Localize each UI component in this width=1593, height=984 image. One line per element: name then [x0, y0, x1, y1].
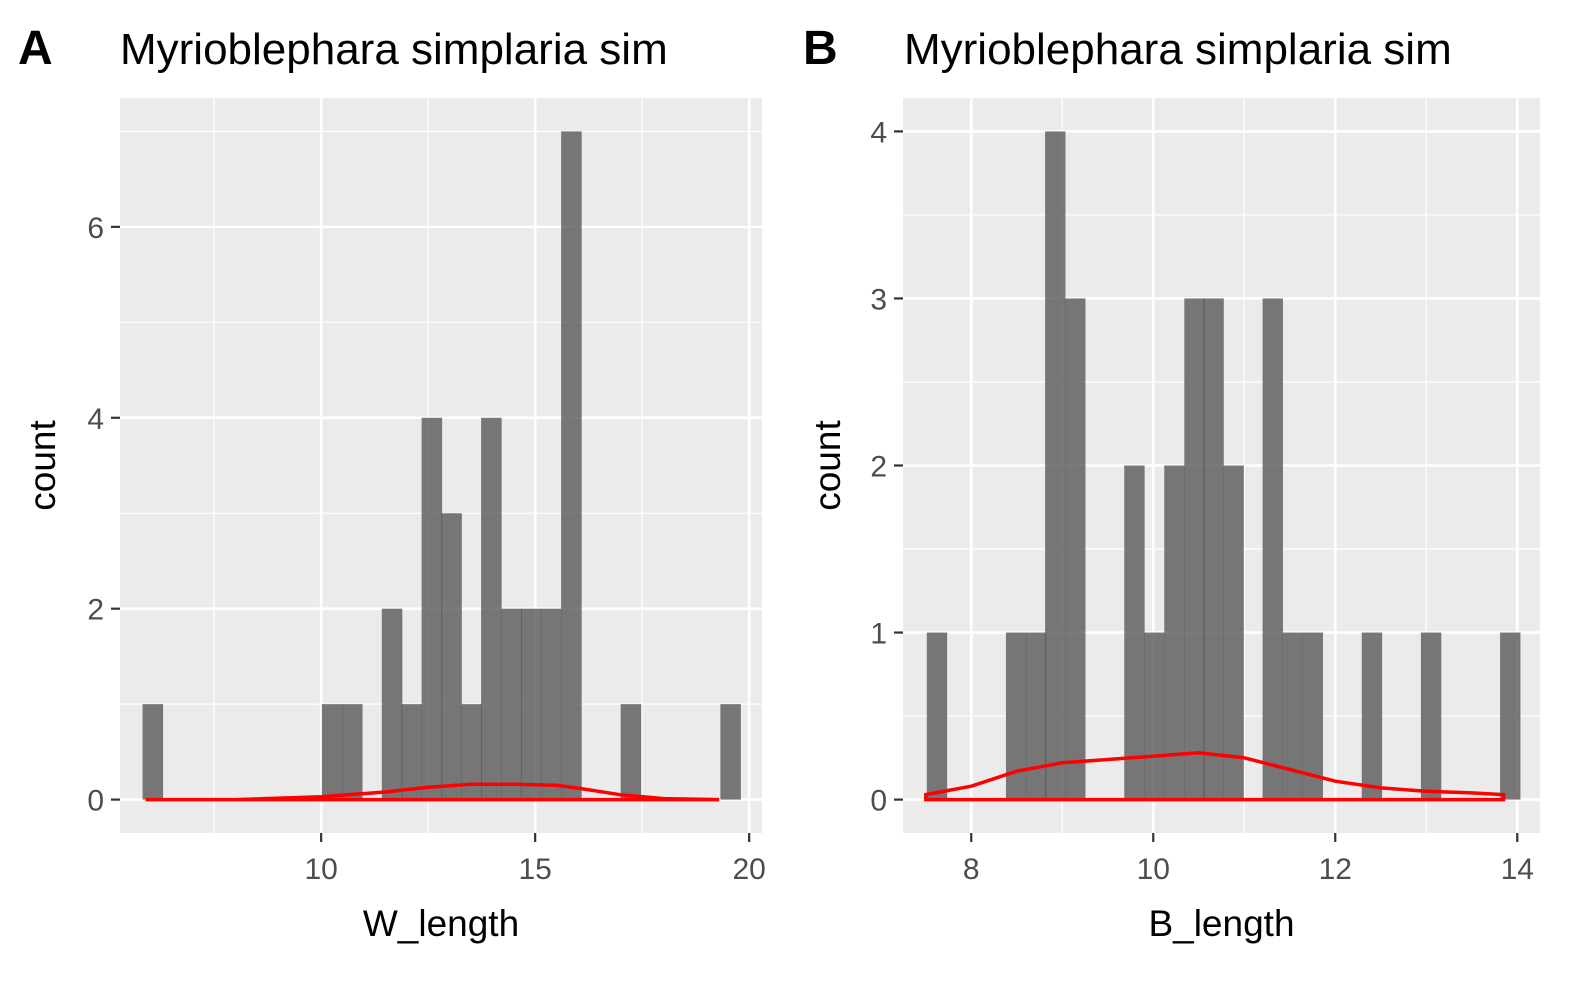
- panel-b-y-tick-label: 0: [870, 785, 887, 818]
- panel-a-tag: A: [18, 22, 53, 75]
- panel-b-bar: [1500, 632, 1521, 800]
- panel-a-x-axis-label: W_length: [363, 903, 519, 944]
- panel-a-y-axis-label: count: [22, 420, 63, 511]
- panel-a-y-tick-label: 4: [87, 403, 104, 436]
- panel-a-bar: [342, 704, 363, 800]
- panel-b: B Myrioblephara simplaria sim 8 10 12 14 01…: [803, 22, 1540, 944]
- panel-b-bar: [1262, 298, 1283, 800]
- panel-a-x-tick-label: 10: [304, 853, 337, 886]
- panel-b-y-tick-label: 2: [870, 451, 887, 484]
- panel-b-bars: [926, 131, 1521, 800]
- panel-b-x-axis-label: B_length: [1148, 903, 1294, 944]
- panel-b-bar: [1184, 298, 1205, 800]
- panel-b-bar: [1025, 632, 1047, 800]
- panel-a-x-axis: 10 15 20: [304, 833, 766, 886]
- panel-a-x-tick-label: 20: [732, 853, 765, 886]
- panel-a-bar: [381, 608, 403, 800]
- panel-b-bar: [1223, 465, 1244, 800]
- panel-b-y-tick-label: 3: [870, 283, 887, 316]
- panel-b-title: Myrioblephara simplaria sim: [904, 25, 1452, 74]
- panel-a-bar: [481, 417, 502, 800]
- panel-a: A Myrioblephara simplaria sim 10 15 20 0 2 4…: [18, 22, 766, 944]
- panel-a-bar: [541, 608, 562, 800]
- panel-b-y-tick-label: 4: [870, 116, 887, 149]
- panel-b-y-tick-label: 1: [870, 618, 887, 651]
- panel-a-bar: [620, 704, 642, 800]
- panel-b-bar: [1203, 298, 1224, 800]
- panel-b-x-axis: 8 10 12 14: [963, 833, 1534, 886]
- panel-a-bar: [561, 131, 582, 800]
- panel-a-y-tick-label: 6: [87, 212, 104, 245]
- panel-b-bar: [1045, 131, 1066, 800]
- panel-b-y-axis: 0 1 2 3 4: [870, 116, 903, 818]
- panel-b-tag: B: [803, 22, 838, 75]
- panel-a-bar: [461, 704, 482, 800]
- panel-b-density-line: [924, 751, 1506, 802]
- panel-a-density-line: [145, 782, 720, 802]
- panel-b-y-axis-label: count: [807, 420, 848, 511]
- panel-a-bar: [421, 417, 443, 800]
- panel-a-title: Myrioblephara simplaria sim: [120, 25, 668, 74]
- panel-b-bar: [1282, 632, 1303, 800]
- panel-a-x-tick-label: 15: [518, 853, 551, 886]
- panel-a-bar: [520, 608, 542, 800]
- panel-b-x-tick-label: 14: [1501, 853, 1534, 886]
- panel-b-bar: [1420, 632, 1442, 800]
- panel-b-x-tick-label: 10: [1137, 853, 1170, 886]
- panel-b-x-tick-label: 12: [1319, 853, 1352, 886]
- panel-b-bar: [1144, 632, 1165, 800]
- panel-b-bar: [1124, 465, 1145, 800]
- panel-b-bar: [1005, 632, 1027, 800]
- panel-b-bar: [1164, 465, 1185, 800]
- panel-a-y-tick-label: 0: [87, 785, 104, 818]
- panel-a-bar: [321, 704, 343, 800]
- panel-b-bar: [1065, 298, 1086, 800]
- panel-a-y-axis: 0 2 4 6: [87, 212, 120, 818]
- panel-b-x-tick-label: 8: [963, 853, 980, 886]
- panel-a-bar: [501, 608, 522, 800]
- panel-a-bar: [142, 704, 164, 800]
- panel-a-bar: [441, 513, 462, 800]
- panel-a-y-tick-label: 2: [87, 594, 104, 627]
- panel-b-bar: [926, 632, 948, 800]
- panel-a-bars: [142, 131, 741, 800]
- panel-a-bar: [720, 704, 741, 800]
- panel-b-bar: [1361, 632, 1383, 800]
- panel-a-bar: [401, 704, 423, 800]
- panel-b-bar: [1302, 632, 1323, 800]
